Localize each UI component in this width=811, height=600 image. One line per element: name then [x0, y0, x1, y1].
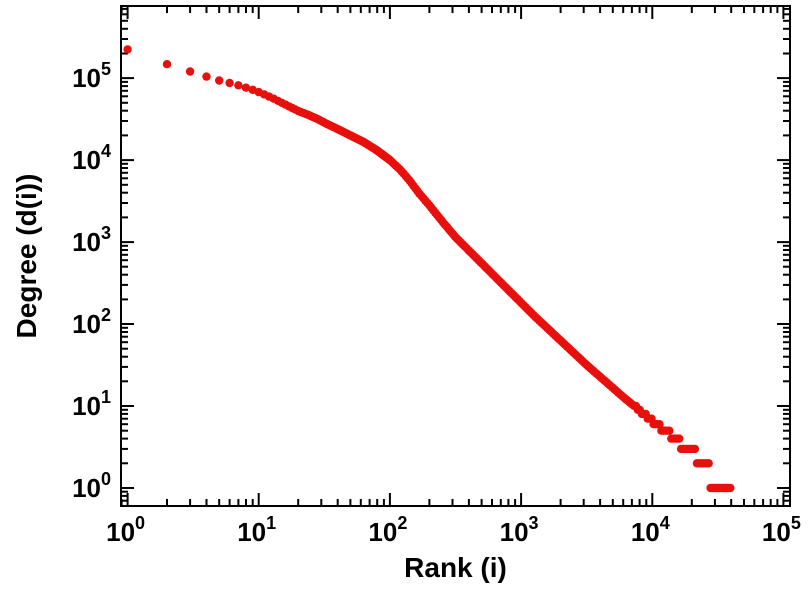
svg-text:100: 100 — [72, 469, 111, 503]
svg-text:101: 101 — [237, 513, 276, 547]
y-axis-title: Degree (d(i)) — [11, 173, 42, 339]
y-tick-labels: 100 101 102 103 104 105 — [72, 59, 111, 503]
svg-text:104: 104 — [72, 141, 111, 175]
svg-text:100: 100 — [106, 513, 145, 547]
svg-text:105: 105 — [762, 513, 801, 547]
data-series — [123, 45, 735, 493]
svg-text:104: 104 — [631, 513, 670, 547]
tick-marks — [120, 6, 790, 506]
x-tick-labels: 100 101 102 103 104 105 — [106, 513, 801, 547]
axis-box — [120, 5, 791, 507]
svg-text:105: 105 — [72, 59, 111, 93]
svg-text:102: 102 — [72, 305, 111, 339]
svg-text:102: 102 — [368, 513, 407, 547]
x-axis-title: Rank (i) — [404, 552, 507, 583]
svg-text:101: 101 — [72, 387, 111, 421]
svg-text:103: 103 — [72, 223, 111, 257]
svg-text:103: 103 — [500, 513, 539, 547]
